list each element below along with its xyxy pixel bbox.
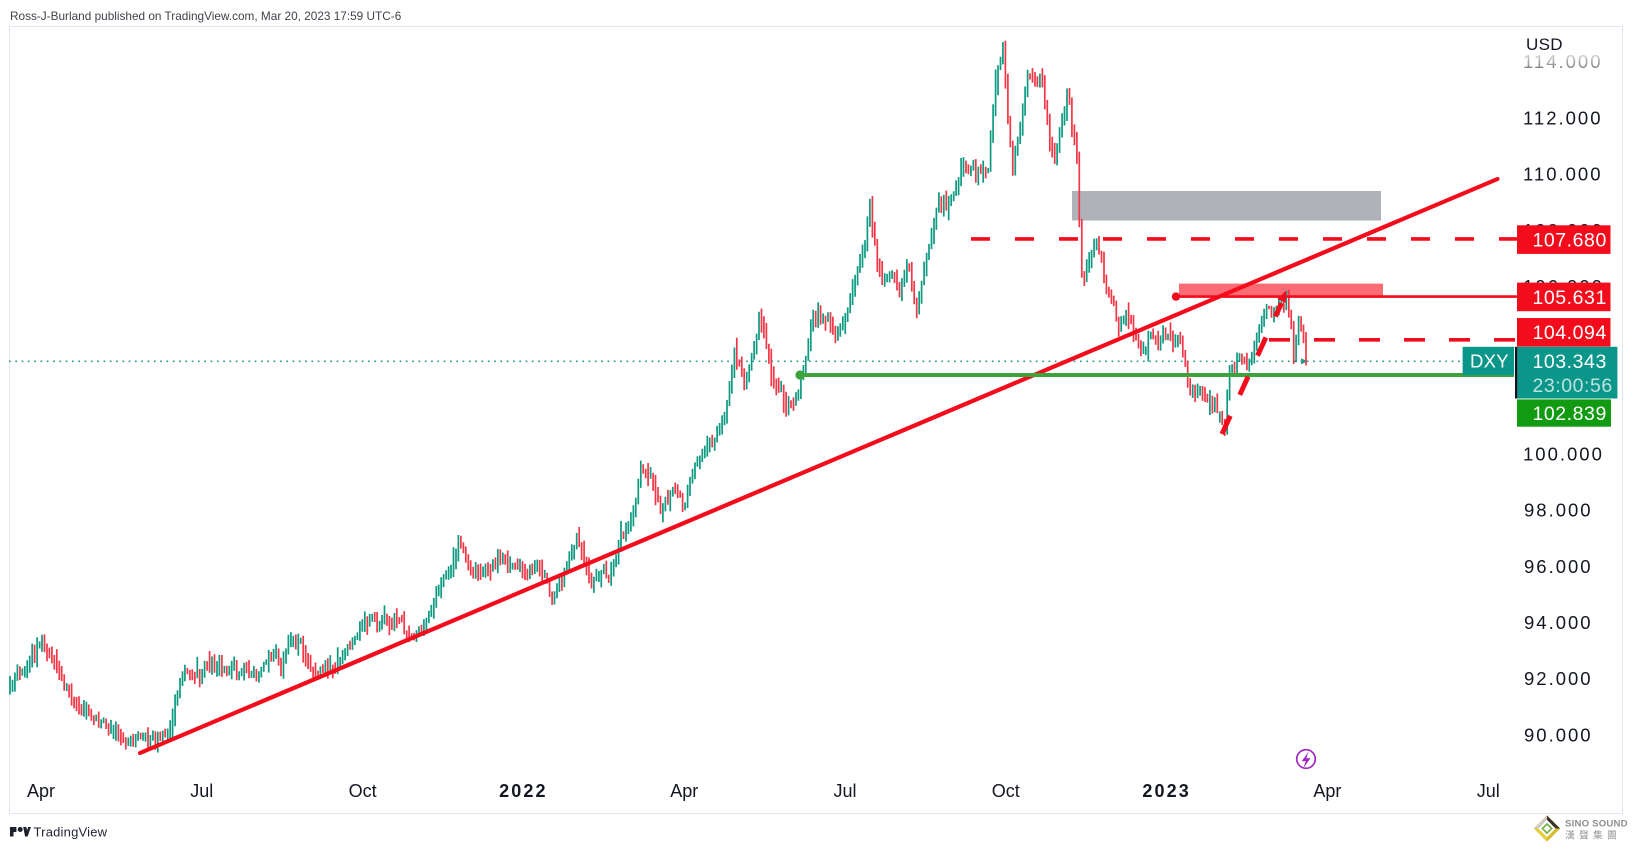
- svg-text:Ross-J-Burland published on Tr: Ross-J-Burland published on TradingView.…: [10, 9, 402, 23]
- svg-text:Apr: Apr: [27, 781, 55, 801]
- svg-text:112.000: 112.000: [1523, 107, 1603, 128]
- svg-text:107.680: 107.680: [1533, 230, 1607, 252]
- svg-text:98.000: 98.000: [1524, 500, 1593, 521]
- svg-text:TradingView: TradingView: [34, 825, 108, 840]
- svg-text:92.000: 92.000: [1524, 668, 1593, 689]
- svg-text:110.000: 110.000: [1523, 164, 1603, 185]
- svg-text:96.000: 96.000: [1524, 556, 1593, 577]
- svg-text:2022: 2022: [499, 781, 547, 801]
- svg-text:Jul: Jul: [1477, 781, 1500, 801]
- svg-text:DXY: DXY: [1470, 351, 1509, 372]
- svg-text:90.000: 90.000: [1524, 725, 1593, 746]
- svg-text:114.000: 114.000: [1523, 51, 1603, 72]
- svg-text:105.631: 105.631: [1533, 287, 1607, 309]
- svg-text:23:00:56: 23:00:56: [1533, 375, 1613, 397]
- svg-text:USD: USD: [1526, 35, 1563, 54]
- svg-text:Oct: Oct: [349, 781, 377, 801]
- svg-text:103.343: 103.343: [1533, 351, 1607, 373]
- svg-text:Jul: Jul: [833, 781, 856, 801]
- svg-text:Jul: Jul: [190, 781, 213, 801]
- svg-text:104.094: 104.094: [1533, 322, 1607, 344]
- svg-text:漢聲集團: 漢聲集團: [1565, 829, 1621, 842]
- svg-text:100.000: 100.000: [1523, 443, 1604, 464]
- svg-text:102.839: 102.839: [1533, 403, 1607, 425]
- svg-text:Apr: Apr: [670, 781, 698, 801]
- svg-text:Oct: Oct: [992, 781, 1020, 801]
- svg-text:2023: 2023: [1142, 781, 1190, 801]
- svg-text:Apr: Apr: [1313, 781, 1341, 801]
- svg-text:94.000: 94.000: [1524, 612, 1593, 633]
- svg-text:SINO SOUND: SINO SOUND: [1565, 819, 1628, 830]
